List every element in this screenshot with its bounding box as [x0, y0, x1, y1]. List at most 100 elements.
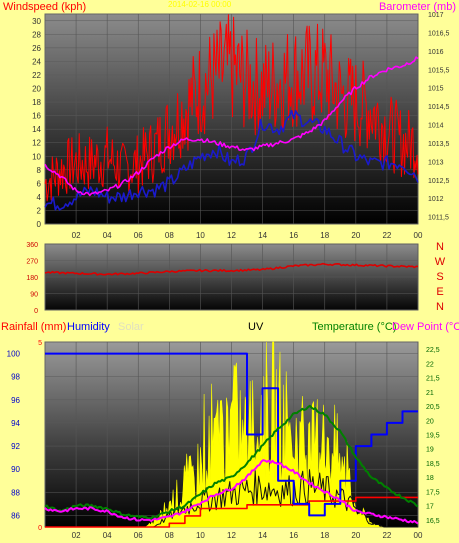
y-tick-label: 0: [37, 220, 42, 229]
barometer-title: Barometer (mb): [379, 1, 456, 13]
y-tick-label: 96: [11, 396, 20, 405]
temperature-line: [44, 404, 419, 520]
y-tick-label: 90: [11, 465, 20, 474]
wind-average-line: [44, 109, 419, 211]
x-tick-label: 22: [382, 531, 391, 540]
humidity-line: [45, 352, 418, 517]
barometer-line: [44, 56, 419, 197]
y-tick-label: 22: [32, 71, 41, 80]
x-tick-label: 12: [227, 231, 236, 240]
y-axis-barometer: 1011,5 1012 1012,5 1013 1013,5 1014 1014,5 1015…: [428, 12, 450, 222]
y-tick-label: 22,5: [426, 347, 440, 354]
y-tick-label: 1012,5: [428, 178, 450, 185]
x-tick-label: 18: [320, 231, 329, 240]
dewpoint-title: Dew Point (°C): [392, 321, 459, 333]
dewpoint-line: [44, 459, 419, 525]
y-axis-humidity: 86 88 90 92 94 96 98 100: [7, 350, 21, 521]
x-tick-label: 20: [351, 231, 360, 240]
y-tick-label: 360: [26, 242, 38, 249]
compass-label: S: [436, 271, 443, 283]
y-tick-label: 12: [32, 139, 41, 148]
y-tick-label: 1015,5: [428, 67, 450, 74]
x-tick-label: 10: [196, 231, 205, 240]
x-tick-label: 04: [103, 531, 112, 540]
y-tick-label: 1013,5: [428, 141, 450, 148]
y-tick-label: 20,5: [426, 404, 440, 411]
rain-title: Rainfall (mm): [1, 321, 66, 333]
x-tick-label: 06: [134, 531, 143, 540]
y-tick-label: 100: [7, 350, 21, 359]
y-tick-label: 16: [32, 112, 41, 121]
y-tick-label: 0: [38, 525, 42, 532]
x-tick-label: 18: [320, 531, 329, 540]
y-tick-label: 19: [426, 447, 434, 454]
y-tick-label: 1016: [428, 49, 444, 56]
x-tick-label: 00: [414, 531, 423, 540]
y-tick-label: 21,5: [426, 376, 440, 383]
y-tick-label: 8: [37, 166, 42, 175]
solar-title: Solar: [118, 321, 144, 333]
wind-direction-line: [44, 262, 418, 276]
y-tick-label: 4: [37, 193, 42, 202]
y-tick-label: 1017: [428, 12, 444, 19]
x-tick-label: 02: [72, 531, 81, 540]
y-tick-label: 1011,5: [428, 215, 449, 222]
y-tick-label: 1016,5: [428, 30, 450, 37]
x-tick-label: 04: [103, 231, 112, 240]
y-tick-label: 86: [11, 511, 20, 520]
y-tick-label: 19,5: [426, 433, 440, 440]
x-tick-label: 16: [289, 531, 298, 540]
rainfall-line: [45, 496, 418, 528]
y-tick-label: 16,5: [426, 518, 440, 525]
humidity-title: Humidity: [67, 321, 110, 333]
y-tick-label: 20: [32, 85, 41, 94]
y-axis-rain: 05: [38, 340, 42, 532]
wind-gust-line: [44, 14, 419, 202]
x-axis-rain-temp: 02 04 06 08 10 12 14 16 18 20 22 00: [72, 531, 423, 540]
y-tick-label: 22: [426, 361, 434, 368]
y-tick-label: 1012: [428, 196, 444, 203]
y-tick-label: 18,5: [426, 461, 440, 468]
x-tick-label: 14: [258, 531, 267, 540]
x-tick-label: 00: [414, 231, 423, 240]
y-tick-label: 94: [11, 419, 20, 428]
y-tick-label: 17: [426, 504, 434, 511]
x-tick-label: 08: [165, 231, 174, 240]
y-tick-label: 1014,5: [428, 104, 450, 111]
x-tick-label: 20: [351, 531, 360, 540]
y-tick-label: 17,5: [426, 489, 440, 496]
rain-temp-series: [44, 341, 419, 528]
y-tick-label: 6: [37, 179, 42, 188]
x-tick-label: 10: [196, 531, 205, 540]
y-tick-label: 24: [32, 57, 41, 66]
y-tick-label: 2: [37, 206, 42, 215]
compass-label: N: [436, 241, 444, 253]
wind-title: Windspeed (kph): [3, 1, 86, 13]
y-tick-label: 98: [11, 373, 20, 382]
y-tick-label: 180: [26, 275, 38, 282]
compass-label: W: [435, 256, 446, 268]
grid-wind: [45, 14, 419, 225]
y-tick-label: 14: [32, 125, 41, 134]
y-axis-direction: 0 90 180 270 360: [26, 242, 38, 315]
x-tick-label: 14: [258, 231, 267, 240]
x-axis-wind: 02 04 06 08 10 12 14 16 18 20 22 00: [72, 231, 423, 240]
wind-barometer-series: [44, 14, 419, 211]
x-tick-label: 06: [134, 231, 143, 240]
compass-label: N: [436, 301, 444, 313]
y-tick-label: 90: [30, 292, 38, 299]
x-tick-label: 22: [382, 231, 391, 240]
grid-direction: [45, 243, 419, 311]
y-tick-label: 1013: [428, 159, 444, 166]
compass-label: E: [436, 286, 443, 298]
y-tick-label: 20: [426, 418, 434, 425]
uv-title: UV: [248, 321, 264, 333]
y-tick-label: 18: [32, 98, 41, 107]
